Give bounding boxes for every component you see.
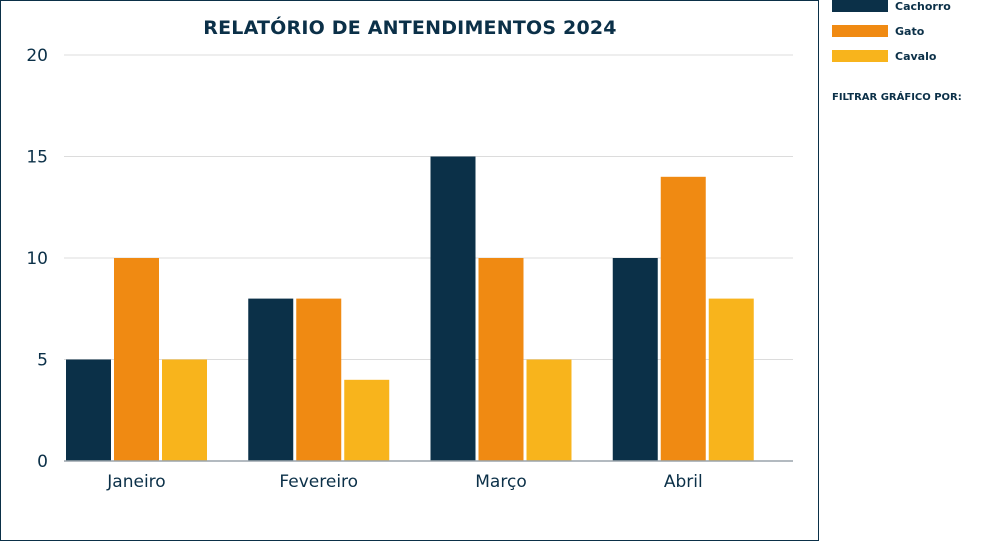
- x-tick-label-0: Janeiro: [106, 472, 165, 492]
- filter-label: FILTRAR GRÁFICO POR:: [832, 92, 962, 103]
- chart-title: RELATÓRIO DE ANTENDIMENTOS 2024: [203, 17, 617, 39]
- bar-gato-3[interactable]: [660, 176, 706, 462]
- legend-label-gato: Gato: [895, 25, 925, 38]
- y-tick-label-5: 5: [37, 351, 48, 371]
- x-tick-label-3: Abril: [664, 472, 703, 492]
- y-tick-label-0: 0: [37, 452, 48, 472]
- bar-gato-1[interactable]: [296, 298, 342, 461]
- y-tick-label-10: 10: [26, 249, 48, 269]
- legend-swatch-gato: [832, 25, 888, 37]
- x-tick-label-1: Fevereiro: [279, 472, 358, 492]
- bar-layer: [66, 156, 754, 462]
- bar-gato-0[interactable]: [114, 258, 159, 461]
- bar-cavalo-2[interactable]: [526, 359, 572, 462]
- y-tick-label-15: 15: [26, 148, 48, 168]
- legend-label-cachorro: Cachorro: [895, 0, 951, 13]
- bar-cavalo-3[interactable]: [708, 298, 754, 461]
- bar-cachorro-3[interactable]: [612, 258, 658, 461]
- axis-layer: 0 5 10 15 20 Janeiro Fevereiro Março Abril: [26, 46, 793, 492]
- bar-chart: 0 5 10 15 20 Janeiro Fevereiro Março Abril: [26, 46, 793, 492]
- y-tick-label-20: 20: [26, 46, 48, 66]
- legend-swatch-cachorro: [832, 0, 888, 12]
- legend-label-cavalo: Cavalo: [895, 50, 937, 63]
- bar-cachorro-2[interactable]: [430, 156, 476, 462]
- bar-cavalo-0[interactable]: [162, 359, 207, 462]
- bar-cachorro-0[interactable]: [66, 359, 111, 462]
- legend-swatch-cavalo: [832, 50, 888, 62]
- bar-cavalo-1[interactable]: [344, 379, 390, 461]
- bar-gato-2[interactable]: [478, 258, 524, 461]
- bar-cachorro-1[interactable]: [248, 298, 294, 461]
- x-tick-label-2: Março: [475, 472, 526, 492]
